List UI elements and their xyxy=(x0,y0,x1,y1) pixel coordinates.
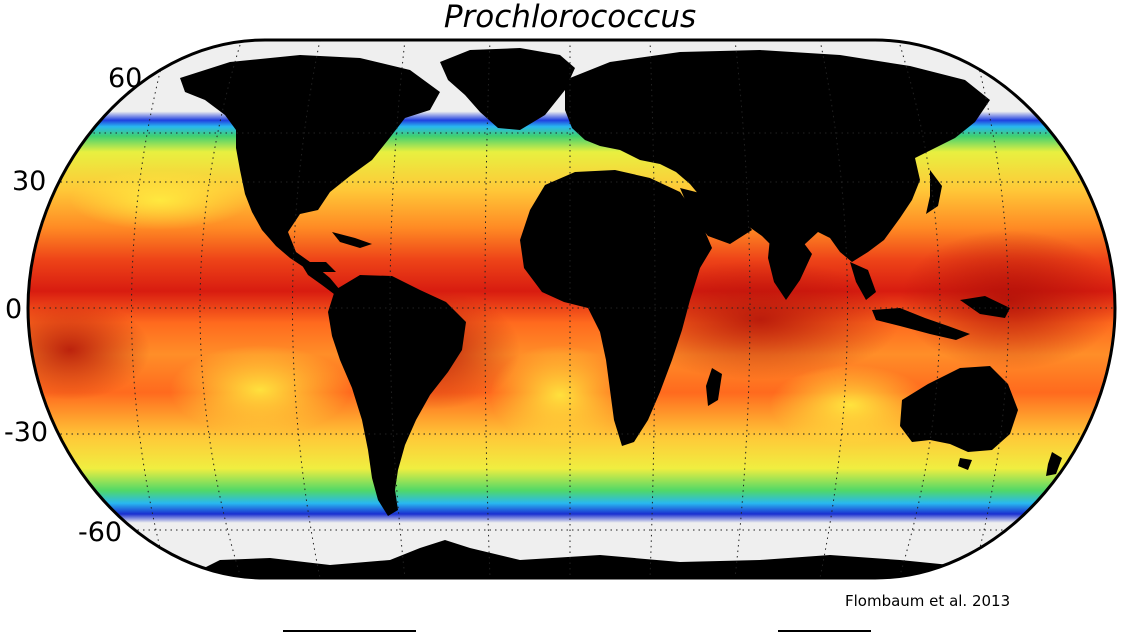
source-credit: Flombaum et al. 2013 xyxy=(845,592,1011,610)
bottom-rule-right xyxy=(778,630,871,632)
latitude-label-minus-30: -30 xyxy=(4,417,49,448)
bottom-rule-left xyxy=(283,630,416,632)
latitude-label-minus-60: -60 xyxy=(78,517,123,548)
latitude-label-30: 30 xyxy=(12,166,47,197)
latitude-label-0: 0 xyxy=(5,294,23,325)
map-title: Prochlorococcus xyxy=(443,0,697,35)
